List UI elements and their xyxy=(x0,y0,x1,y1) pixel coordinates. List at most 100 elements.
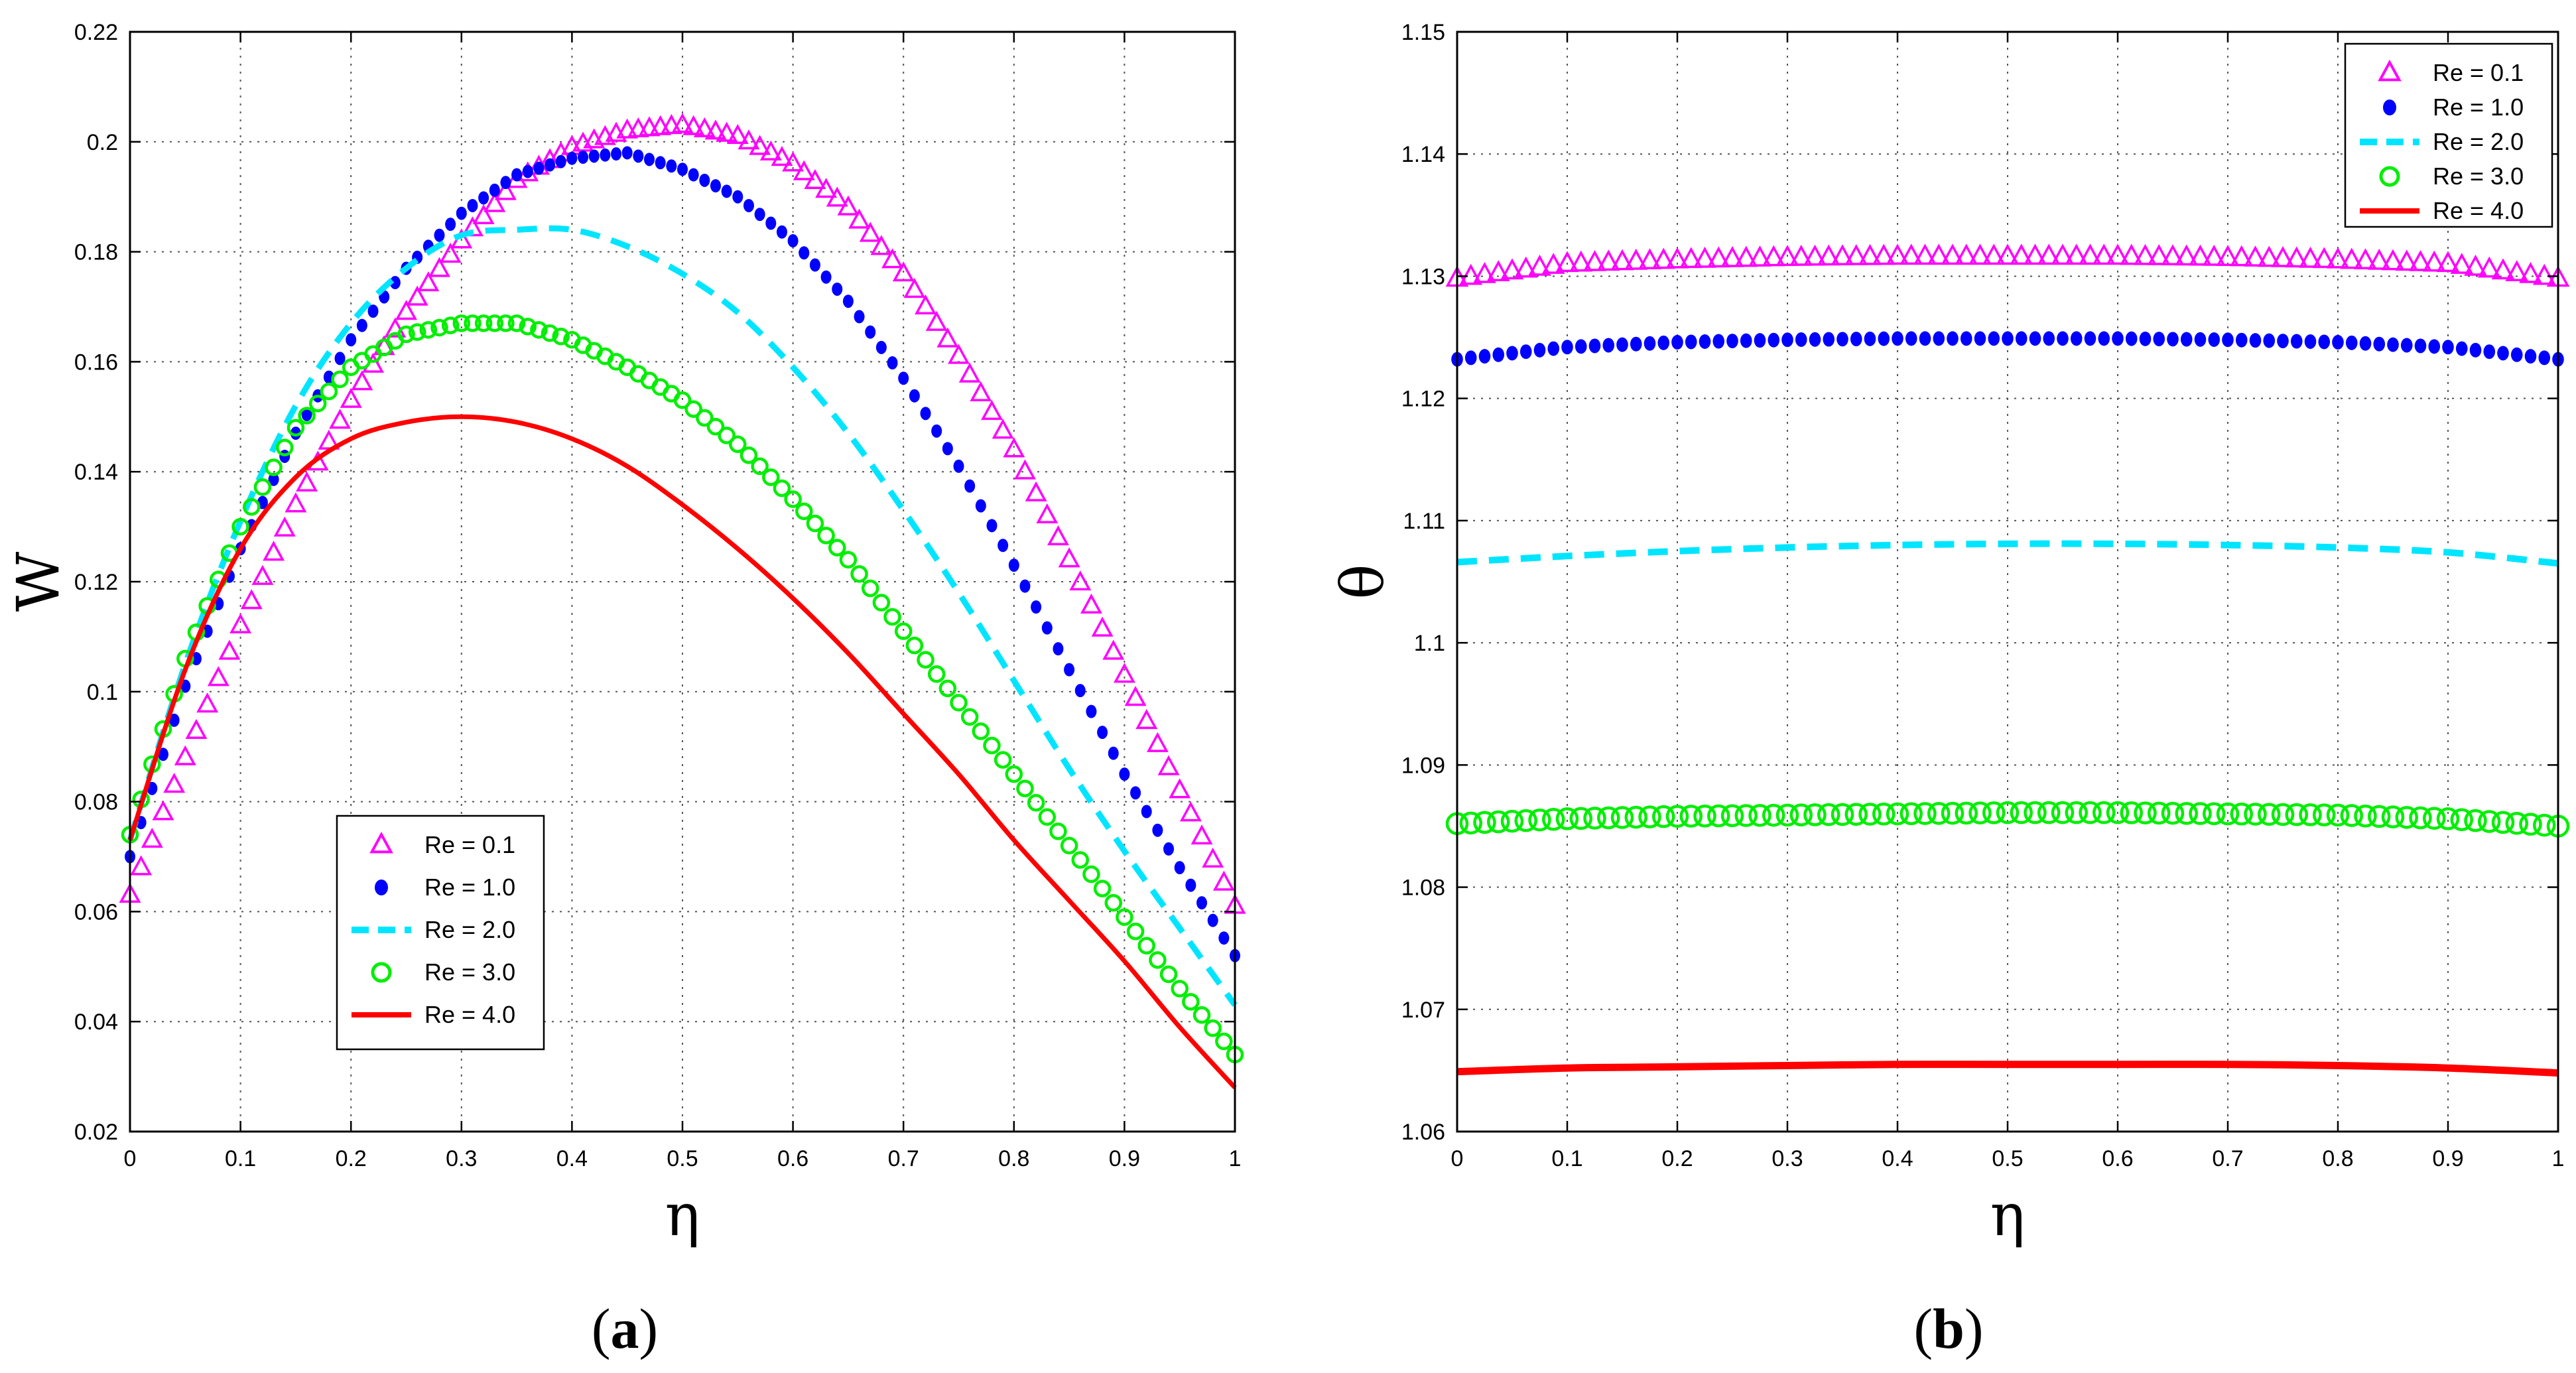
data-point-dot xyxy=(1464,350,1477,365)
data-point-circle xyxy=(2450,808,2473,832)
data-point-triangle xyxy=(2381,249,2405,271)
data-point-dot xyxy=(2057,331,2069,346)
legend-item-b-4: Re = 3.0 xyxy=(2379,163,2524,190)
data-point-triangle xyxy=(2436,251,2460,273)
data-point-triangle xyxy=(826,186,848,207)
data-point-triangle xyxy=(2202,244,2226,266)
data-point-dot xyxy=(190,652,202,666)
data-point-triangle xyxy=(682,115,705,135)
data-point-dot xyxy=(1988,331,2000,346)
data-point-triangle xyxy=(915,294,936,314)
legend-label: Re = 2.0 xyxy=(2433,128,2524,155)
data-point-circle xyxy=(905,636,924,655)
data-point-dot xyxy=(1699,334,1711,350)
data-point-dot xyxy=(434,228,445,242)
data-point-circle xyxy=(2079,801,2102,824)
data-point-dot xyxy=(1657,335,1670,350)
y-tick-label-a: 0.14 xyxy=(74,460,118,485)
x-tick-label-a: 0.4 xyxy=(556,1146,588,1171)
data-point-dot xyxy=(555,155,566,168)
data-point-dot xyxy=(865,325,876,339)
data-point-dot xyxy=(2015,331,2028,346)
data-point-circle xyxy=(1093,880,1112,897)
x-axis-label-b: η xyxy=(1990,1181,2026,1249)
data-point-triangle xyxy=(693,117,716,138)
data-point-circle xyxy=(938,679,957,698)
data-point-circle xyxy=(917,651,934,669)
data-point-dot xyxy=(898,371,909,385)
data-point-triangle xyxy=(859,222,881,242)
data-point-triangle xyxy=(759,140,782,161)
data-point-dot xyxy=(942,442,953,456)
data-point-dot xyxy=(677,163,688,176)
data-point-triangle xyxy=(616,118,639,139)
data-point-dot xyxy=(1053,642,1064,656)
data-point-dot xyxy=(157,748,168,761)
data-point-triangle xyxy=(1803,244,1827,266)
data-point-circle xyxy=(1652,805,1675,828)
data-point-dot xyxy=(931,424,942,438)
data-point-triangle xyxy=(2285,246,2309,268)
data-point-triangle xyxy=(207,666,229,686)
data-point-dot xyxy=(820,270,832,284)
legend-symbol-triangle xyxy=(369,831,393,854)
chart-panel-a: 0 0.1 0.2 0.3 0.4 0.5 0.6 0.7 0.8 0.9 1 0.02 0.04 0.0… xyxy=(4,20,1246,1360)
data-point-circle xyxy=(2464,809,2487,832)
data-point-triangle xyxy=(958,362,981,383)
data-point-triangle xyxy=(1047,525,1069,546)
data-point-dot xyxy=(832,282,843,296)
series-a-5 xyxy=(127,414,1237,1090)
data-point-circle xyxy=(950,694,968,712)
data-point-triangle xyxy=(185,718,208,739)
data-point-dot xyxy=(1781,332,1793,348)
data-point-dot xyxy=(1108,746,1119,760)
legend-label: Re = 2.0 xyxy=(424,916,515,943)
legend-a: Re = 0.1 Re = 1.0 Re = 2.0 Re = 3.0 Re = 4.0 xyxy=(336,815,545,1051)
data-point-dot xyxy=(765,216,777,230)
data-point-circle xyxy=(2065,801,2088,824)
data-point-dot xyxy=(1878,331,1890,346)
data-point-circle xyxy=(1720,804,1744,828)
data-point-triangle xyxy=(1113,663,1135,683)
y-tick-label-b: 1.06 xyxy=(1401,1120,1445,1145)
data-point-circle xyxy=(1204,1019,1222,1037)
data-point-circle xyxy=(696,409,714,427)
data-point-circle xyxy=(1116,908,1133,926)
data-point-triangle xyxy=(1135,708,1158,730)
data-point-dot xyxy=(1809,332,1821,347)
y-axis-label-b: θ xyxy=(1328,564,1397,600)
series-b-4 xyxy=(1445,801,2570,838)
data-point-triangle xyxy=(1036,503,1059,524)
data-point-triangle xyxy=(1996,243,2020,265)
data-point-triangle xyxy=(329,409,351,429)
data-point-dot xyxy=(743,198,754,212)
data-point-dot xyxy=(2359,336,2372,351)
data-point-triangle xyxy=(240,589,263,610)
data-point-circle xyxy=(1016,779,1034,797)
data-point-triangle xyxy=(1955,243,1978,265)
data-point-triangle xyxy=(1058,547,1080,568)
data-point-circle xyxy=(1734,804,1758,827)
data-point-circle xyxy=(1679,805,1703,828)
data-point-triangle xyxy=(1080,593,1102,614)
data-point-triangle xyxy=(2079,243,2102,265)
data-point-dot xyxy=(2167,332,2179,347)
data-point-dot xyxy=(1174,861,1185,875)
data-point-circle xyxy=(1941,801,1964,825)
data-point-dot xyxy=(268,472,279,486)
data-point-dot xyxy=(854,310,865,324)
data-point-dot xyxy=(1575,339,1587,354)
data-point-triangle xyxy=(428,257,450,277)
data-point-circle xyxy=(541,324,559,342)
data-point-dot xyxy=(500,176,511,190)
legend-item-a-2: Re = 1.0 xyxy=(375,874,515,901)
data-point-circle xyxy=(1149,951,1167,969)
data-point-circle xyxy=(275,438,294,456)
data-point-triangle xyxy=(340,387,362,408)
data-point-triangle xyxy=(2120,243,2144,265)
data-point-triangle xyxy=(1212,870,1235,891)
series-line-b-3 xyxy=(1456,540,2559,567)
data-point-triangle xyxy=(2065,243,2089,265)
data-point-dot xyxy=(346,333,357,347)
data-point-triangle xyxy=(1610,249,1634,271)
